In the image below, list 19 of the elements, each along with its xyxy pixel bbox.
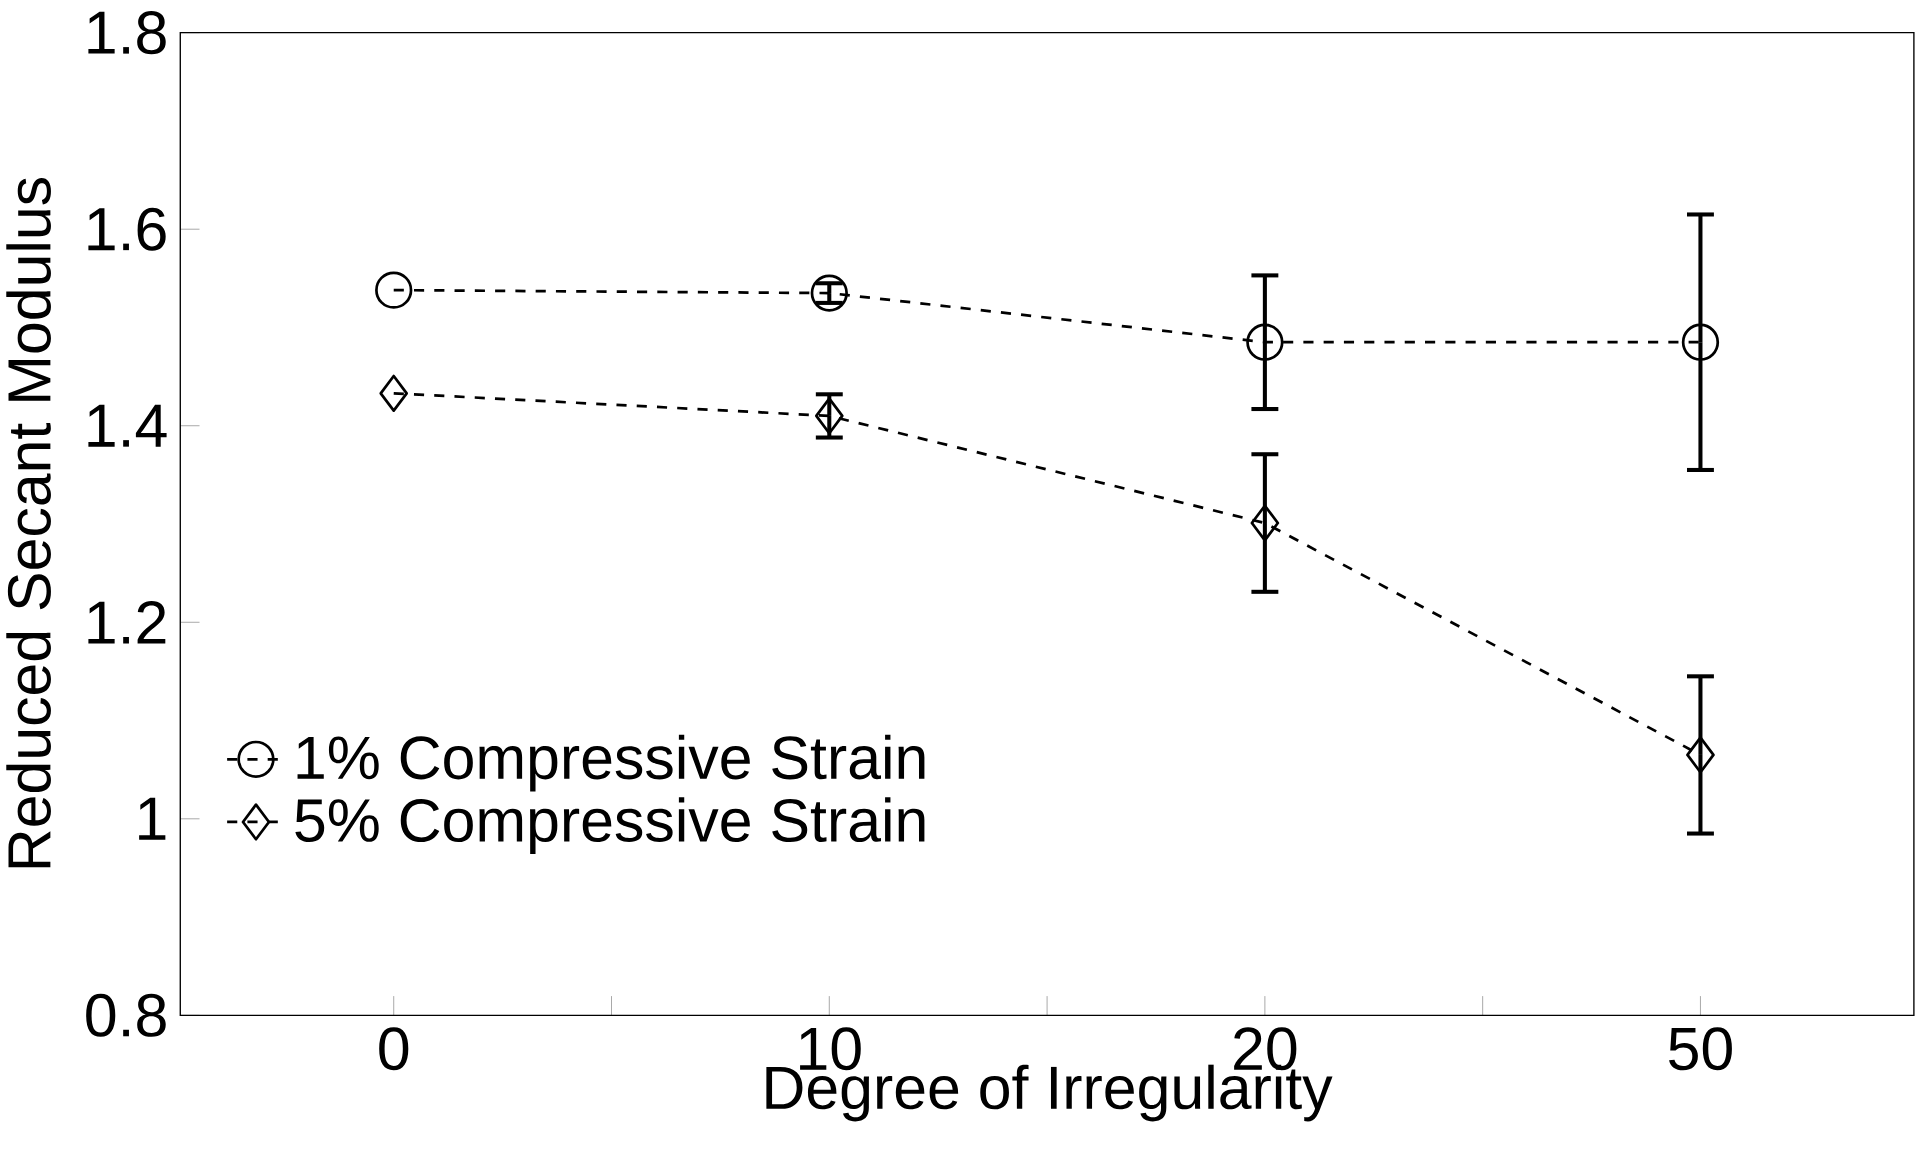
x-tick-label: 50 xyxy=(1669,1027,1732,1071)
point xyxy=(814,397,844,435)
x-tick-label: 0 xyxy=(379,1027,409,1071)
point xyxy=(1246,323,1284,361)
legend-label: 5% Compressive Strain xyxy=(295,797,925,855)
y-tick-label: 0.8 xyxy=(86,993,166,1037)
y-tick-label: 1.8 xyxy=(88,11,166,55)
y-tick-label: 1 xyxy=(139,797,166,840)
point xyxy=(1686,736,1715,774)
point xyxy=(810,274,848,312)
point xyxy=(379,374,409,412)
point xyxy=(375,271,413,309)
y-axis-title: Reduced Secant Modulus xyxy=(6,178,51,868)
point xyxy=(1250,504,1280,542)
y-tick-label: 1.4 xyxy=(88,404,167,447)
point xyxy=(1681,323,1720,361)
y-tick-label: 1.2 xyxy=(88,601,166,644)
legend-label: 1% Compressive Strain xyxy=(297,734,925,792)
y-tick-label: 1.6 xyxy=(88,207,166,251)
